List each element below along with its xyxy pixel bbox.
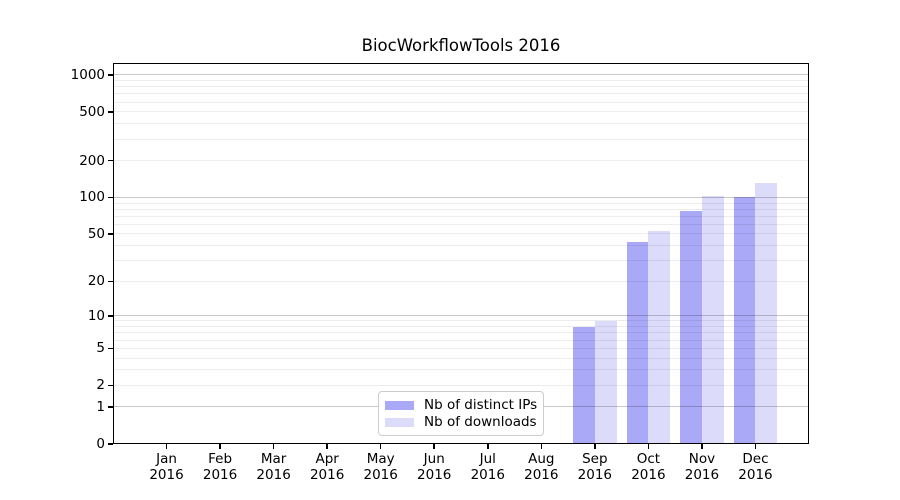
x-tick-mark (433, 444, 435, 449)
y-tick-label-5: 5 (96, 340, 105, 357)
y-tick-label-500: 500 (79, 103, 105, 120)
bars-layer (113, 63, 809, 444)
legend-item-downloads: Nb of downloads (385, 415, 543, 430)
y-tick-mark (108, 74, 113, 76)
y-tick-mark (108, 384, 113, 387)
y-tick-label-50: 50 (87, 225, 105, 242)
bar-distinct-ips-nov (680, 210, 702, 444)
bar-downloads-oct (648, 230, 671, 444)
y-tick-mark (108, 233, 113, 235)
x-tick-mark (754, 444, 757, 449)
x-tick-mark (647, 444, 650, 449)
x-tick-label-feb: Feb 2016 (202, 451, 238, 483)
x-tick-label-jun: Jun 2016 (417, 451, 452, 483)
x-tick-label-oct: Oct 2016 (631, 451, 666, 483)
y-tick-label-0: 0 (96, 436, 105, 452)
x-tick-mark (272, 444, 275, 449)
x-tick-label-nov: Nov 2016 (684, 451, 720, 483)
y-tick-label-10: 10 (87, 307, 105, 324)
x-tick-label-dec: Dec 2016 (738, 451, 773, 483)
bar-distinct-ips-oct (626, 241, 649, 444)
legend-swatch-distinct-ips (385, 400, 414, 411)
bar-downloads-sep (594, 321, 617, 444)
x-tick-mark (326, 444, 328, 449)
y-tick-label-1000: 1000 (70, 66, 105, 83)
y-tick-mark (108, 196, 113, 199)
bar-downloads-dec (755, 183, 778, 444)
x-tick-label-mar: Mar 2016 (256, 451, 291, 483)
y-tick-mark (108, 159, 113, 162)
y-tick-mark (108, 111, 113, 113)
x-tick-mark (701, 444, 703, 449)
y-tick-label-1: 1 (96, 398, 105, 415)
bar-downloads-nov (701, 196, 724, 444)
x-tick-label-aug: Aug 2016 (524, 451, 559, 483)
x-tick-label-jul: Jul 2016 (470, 451, 505, 483)
y-tick-mark (108, 280, 113, 283)
x-tick-mark (540, 444, 543, 449)
legend-label-distinct-ips: Nb of distinct IPs (424, 397, 538, 413)
x-tick-label-sep: Sep 2016 (577, 451, 613, 483)
x-tick-mark (379, 444, 382, 449)
chart-title: BiocWorkflowTools 2016 (361, 36, 561, 55)
y-tick-mark (108, 443, 113, 445)
legend: Nb of distinct IPs Nb of downloads (378, 391, 544, 436)
x-tick-label-apr: Apr 2016 (309, 451, 345, 483)
bar-distinct-ips-sep (573, 326, 595, 444)
x-tick-label-jan: Jan 2016 (149, 451, 184, 483)
y-tick-label-200: 200 (79, 152, 105, 169)
x-tick-mark (165, 444, 168, 449)
y-tick-label-2: 2 (96, 377, 105, 394)
y-tick-label-100: 100 (79, 189, 105, 206)
x-tick-mark (594, 444, 596, 449)
plot-area: Nb of distinct IPs Nb of downloads (113, 63, 809, 444)
legend-label-downloads: Nb of downloads (424, 414, 537, 430)
x-tick-label-may: May 2016 (363, 451, 398, 483)
legend-item-distinct-ips: Nb of distinct IPs (385, 398, 543, 413)
y-tick-mark (108, 315, 113, 317)
y-tick-mark (108, 347, 113, 350)
legend-swatch-downloads (385, 417, 414, 428)
bar-distinct-ips-dec (733, 197, 756, 444)
x-tick-mark (219, 444, 221, 449)
x-tick-mark (487, 444, 489, 449)
y-tick-mark (108, 406, 113, 408)
y-tick-label-20: 20 (87, 273, 105, 290)
